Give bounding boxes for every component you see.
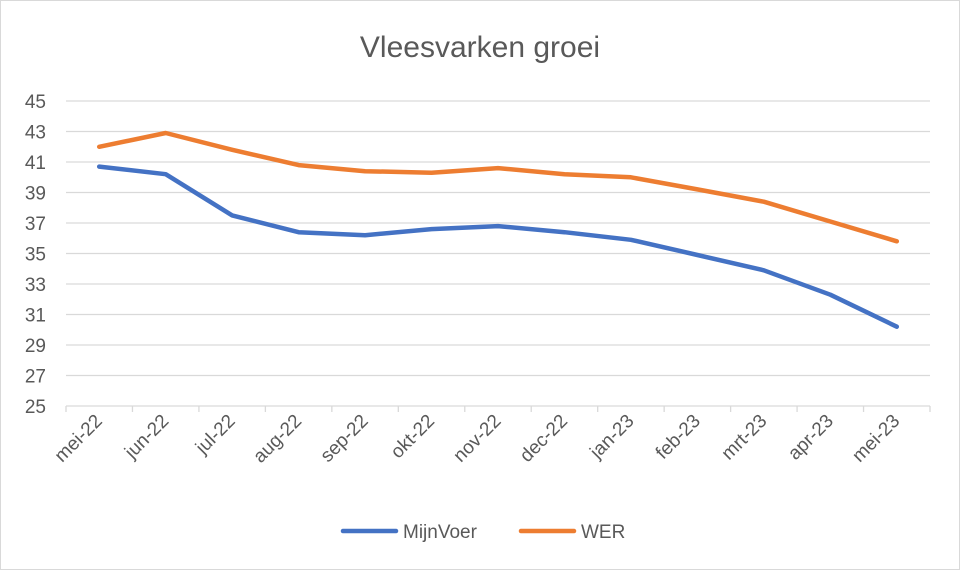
x-tick-label: feb-23 bbox=[652, 411, 705, 464]
series-line-mijnvoer bbox=[96, 164, 900, 329]
x-tick-label: sep-22 bbox=[317, 411, 373, 467]
legend-label: WER bbox=[581, 522, 625, 543]
y-tick-label: 27 bbox=[25, 367, 46, 388]
y-tick-label: 37 bbox=[25, 214, 46, 235]
y-tick-label: 39 bbox=[25, 184, 46, 205]
y-tick-label: 45 bbox=[25, 92, 46, 113]
x-tick-label: dec-22 bbox=[516, 411, 572, 467]
x-tick-label: mrt-23 bbox=[718, 411, 772, 465]
y-tick-label: 29 bbox=[25, 336, 46, 357]
x-tick-label: apr-23 bbox=[784, 411, 838, 465]
gridlines bbox=[66, 100, 930, 377]
legend: MijnVoer WER bbox=[340, 522, 625, 543]
y-tick-label: 43 bbox=[25, 123, 46, 144]
x-tick-label: jul-22 bbox=[191, 411, 239, 459]
x-tick-label: nov-22 bbox=[450, 411, 506, 467]
series-lines bbox=[96, 130, 900, 329]
x-tick-label: jan-23 bbox=[586, 411, 639, 464]
y-tick-label: 35 bbox=[25, 245, 46, 266]
y-axis: 25 27 29 31 33 35 37 39 41 43 45 bbox=[25, 92, 46, 418]
x-tick-label: mei-22 bbox=[51, 411, 107, 467]
x-tick-label: jun-22 bbox=[120, 411, 173, 464]
y-tick-label: 25 bbox=[25, 397, 46, 418]
chart-title: Vleesvarken groei bbox=[360, 31, 600, 64]
x-tick-label: okt-22 bbox=[387, 411, 439, 463]
y-tick-label: 31 bbox=[25, 306, 46, 327]
x-axis: mei-22 jun-22 jul-22 aug-22 sep-22 okt-22 nov-… bbox=[51, 405, 931, 468]
legend-label: MijnVoer bbox=[403, 522, 478, 543]
x-tick-label: aug-22 bbox=[249, 411, 306, 468]
x-tick-label: mei-23 bbox=[848, 411, 904, 467]
y-tick-label: 41 bbox=[25, 153, 46, 174]
y-tick-label: 33 bbox=[25, 275, 46, 296]
